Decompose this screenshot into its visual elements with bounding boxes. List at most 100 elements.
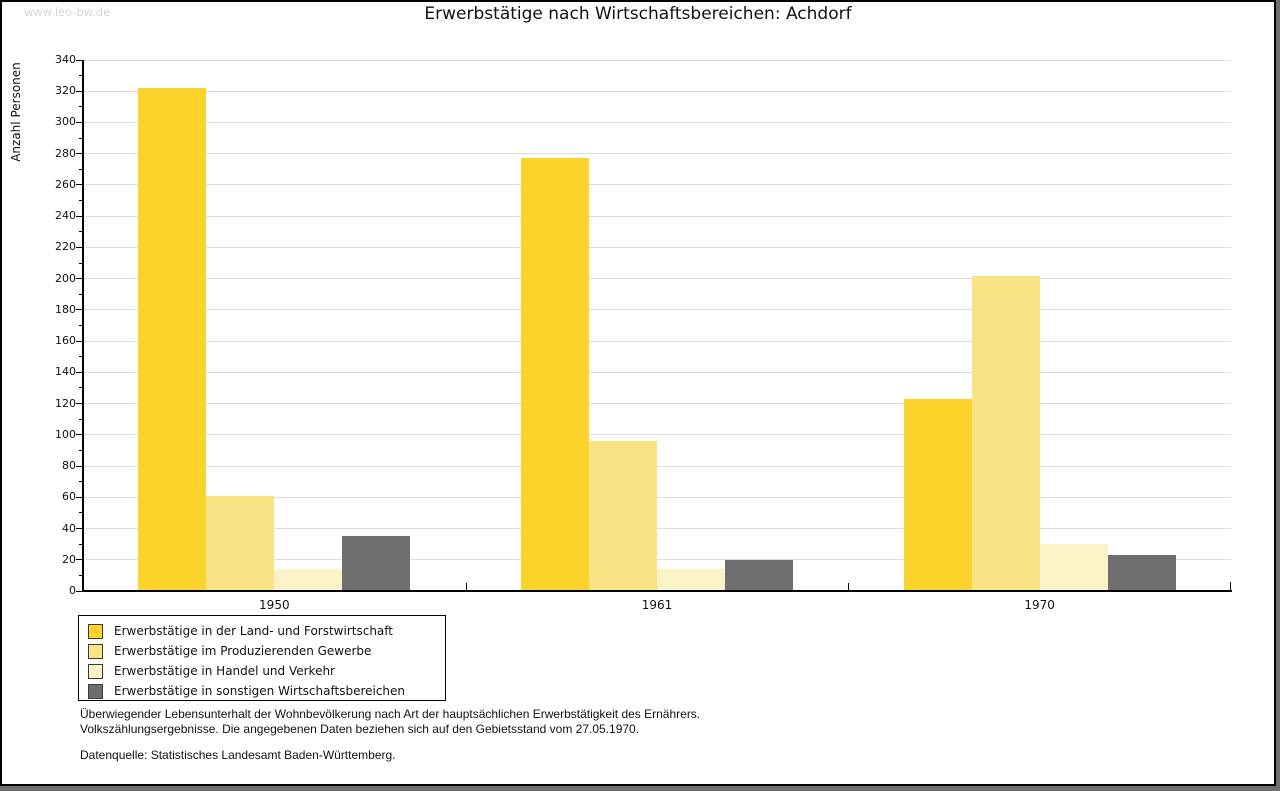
y-gridline — [83, 59, 1231, 61]
y-tick-label: 20 — [62, 552, 76, 566]
legend-swatch — [88, 683, 103, 699]
bar-1970-series-1 — [903, 398, 972, 591]
y-major-tick — [76, 434, 83, 436]
y-minor-tick — [79, 512, 83, 514]
legend-item: Erwerbstätige in der Land- und Forstwirt… — [88, 621, 445, 641]
y-minor-tick — [79, 106, 83, 108]
legend-item: Erwerbstätige in Handel und Verkehr — [88, 661, 445, 681]
y-major-tick — [76, 590, 83, 592]
y-minor-tick — [79, 293, 83, 295]
bar-1961-series-3 — [657, 569, 725, 591]
y-major-tick — [76, 403, 83, 405]
y-gridline — [83, 121, 1231, 123]
legend-swatch — [88, 623, 103, 639]
footnote-line-1: Überwiegender Lebensunterhalt der Wohnbe… — [80, 707, 701, 721]
y-gridline — [83, 246, 1231, 248]
y-tick-label: 240 — [55, 209, 76, 223]
y-minor-tick — [79, 200, 83, 202]
y-major-tick — [76, 278, 83, 280]
y-tick-label: 140 — [55, 365, 76, 379]
y-major-tick — [76, 309, 83, 311]
legend: Erwerbstätige in der Land- und Forstwirt… — [78, 615, 446, 701]
legend-label: Erwerbstätige im Produzierenden Gewerbe — [114, 644, 372, 658]
y-gridline — [83, 340, 1231, 342]
legend-item: Erwerbstätige im Produzierenden Gewerbe — [88, 641, 445, 661]
y-tick-label: 0 — [69, 584, 76, 597]
y-tick-label: 340 — [55, 53, 76, 66]
y-tick-label: 120 — [55, 396, 76, 410]
data-source: Datenquelle: Statistisches Landesamt Bad… — [80, 748, 396, 762]
y-minor-tick — [79, 387, 83, 389]
y-major-tick — [76, 215, 83, 217]
y-major-tick — [76, 153, 83, 155]
bar-1961-series-4 — [725, 559, 793, 591]
x-boundary-tick — [465, 583, 467, 591]
y-gridline — [83, 309, 1231, 311]
bar-1950-series-1 — [138, 88, 207, 591]
y-gridline — [83, 559, 1231, 561]
bar-1950-series-2 — [206, 495, 275, 591]
y-minor-tick — [79, 231, 83, 233]
footnote: Überwiegender Lebensunterhalt der Wohnbe… — [80, 707, 700, 763]
x-end-tick — [1230, 582, 1231, 591]
legend-label: Erwerbstätige in Handel und Verkehr — [114, 664, 335, 678]
y-tick-label: 220 — [55, 240, 76, 254]
y-tick-label: 100 — [55, 427, 76, 441]
x-axis-line — [82, 590, 1232, 592]
y-gridline — [83, 403, 1231, 405]
y-major-tick — [76, 371, 83, 373]
y-tick-label: 200 — [55, 271, 76, 285]
y-minor-tick — [79, 168, 83, 170]
y-gridline — [83, 496, 1231, 498]
x-tick-label: 1961 — [641, 598, 673, 612]
y-major-tick — [76, 59, 83, 61]
y-tick-label: 160 — [55, 334, 76, 348]
y-minor-tick — [79, 262, 83, 264]
y-axis-line — [82, 60, 84, 591]
legend-label: Erwerbstätige in der Land- und Forstwirt… — [114, 624, 393, 638]
y-gridline — [83, 371, 1231, 373]
y-major-tick — [76, 465, 83, 467]
y-tick-label: 80 — [62, 459, 76, 473]
y-minor-tick — [79, 325, 83, 326]
y-tick-label: 40 — [62, 521, 76, 535]
bar-1950-series-4 — [342, 536, 411, 591]
y-major-tick — [76, 528, 83, 530]
x-tick-label: 1970 — [1024, 598, 1055, 612]
bar-1961-series-2 — [589, 441, 657, 591]
y-gridline — [83, 215, 1231, 217]
y-minor-tick — [79, 75, 83, 77]
y-gridline — [83, 90, 1231, 92]
y-tick-label: 180 — [55, 302, 76, 316]
y-gridline — [83, 184, 1231, 186]
y-tick-label: 260 — [55, 177, 76, 191]
legend-swatch — [88, 643, 103, 659]
y-tick-label: 300 — [55, 115, 76, 129]
y-gridline — [83, 153, 1231, 155]
y-minor-tick — [79, 449, 83, 451]
bar-1970-series-2 — [971, 275, 1040, 591]
y-major-tick — [76, 559, 83, 561]
bar-1950-series-3 — [274, 569, 343, 591]
x-boundary-tick — [848, 583, 850, 591]
y-tick-label: 60 — [62, 490, 76, 504]
y-major-tick — [76, 246, 83, 248]
y-major-tick — [76, 121, 83, 123]
legend-item: Erwerbstätige in sonstigen Wirtschaftsbe… — [88, 681, 445, 701]
bar-1961-series-1 — [521, 158, 589, 591]
x-tick-label: 1950 — [259, 598, 290, 612]
y-minor-tick — [79, 574, 83, 576]
watermark: www.leo-bw.de — [24, 5, 111, 19]
y-minor-tick — [79, 481, 83, 483]
y-minor-tick — [79, 137, 83, 139]
legend-label: Erwerbstätige in sonstigen Wirtschaftsbe… — [114, 684, 406, 698]
y-major-tick — [76, 340, 83, 342]
y-tick-label: 280 — [55, 146, 76, 160]
y-gridline — [83, 278, 1231, 280]
y-major-tick — [76, 496, 83, 498]
y-major-tick — [76, 184, 83, 186]
y-gridline — [83, 465, 1231, 467]
y-tick-label: 320 — [55, 84, 76, 98]
